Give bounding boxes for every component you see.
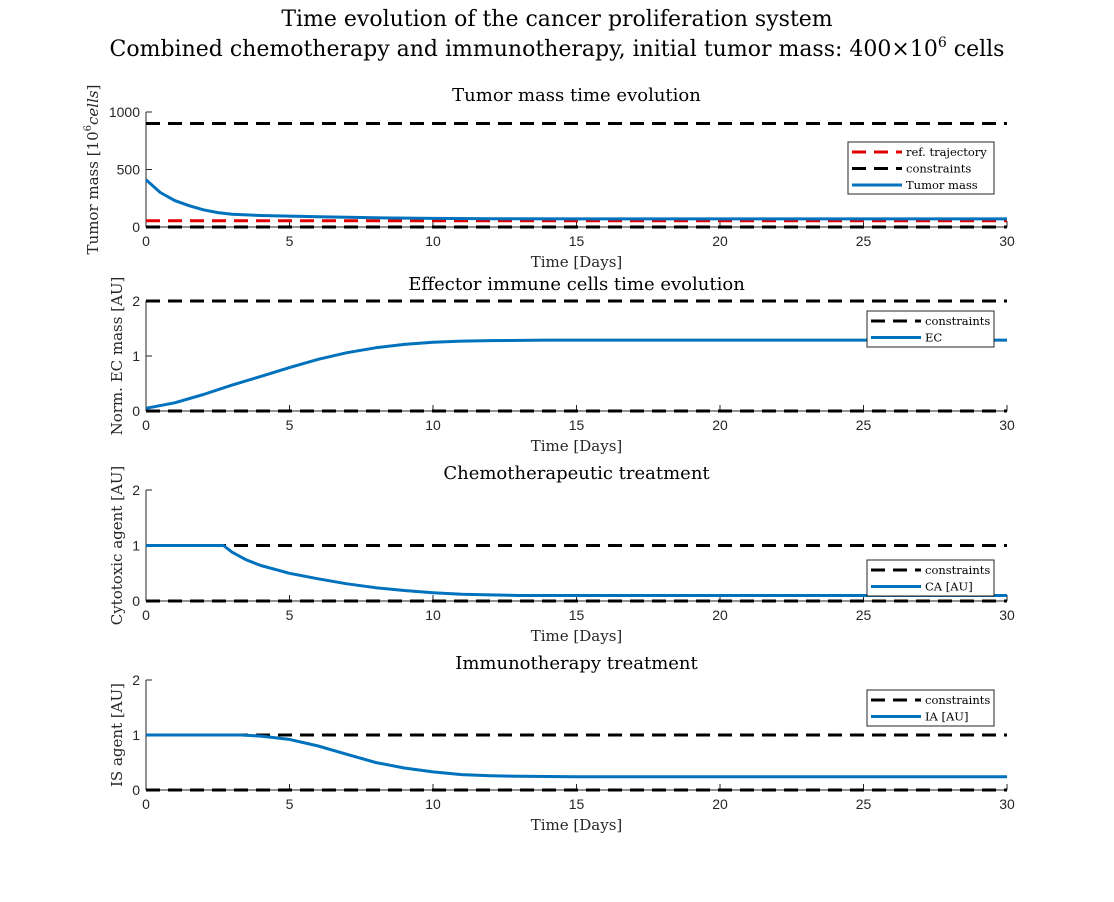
x-tick-label: 10	[425, 233, 441, 249]
y-axis-label: Tumor mass [106cells]	[83, 85, 102, 255]
x-tick-label: 25	[856, 417, 872, 433]
x-tick-label: 30	[999, 233, 1015, 249]
x-tick-label: 5	[286, 796, 294, 812]
x-axis-label: Time [Days]	[531, 253, 623, 271]
subplot-title: Tumor mass time evolution	[452, 85, 701, 106]
x-tick-label: 20	[712, 417, 728, 433]
y-tick-label: 2	[132, 672, 140, 688]
y-axis-label-suffix: ]	[84, 85, 102, 91]
legend-entry-label: EC	[925, 331, 942, 345]
y-tick-label: 1	[132, 727, 140, 743]
legend-entry-label: Tumor mass	[906, 178, 978, 192]
y-axis-label-italic: cells	[84, 90, 102, 125]
x-tick-label: 20	[712, 796, 728, 812]
legend: constraints CA [AU]	[866, 559, 995, 597]
y-tick-label: 0	[132, 782, 140, 798]
x-tick-label: 20	[712, 607, 728, 623]
x-tick-label: 10	[425, 607, 441, 623]
x-tick-label: 0	[142, 796, 150, 812]
series-line-2	[146, 733, 1007, 779]
legend: constraints IA [AU]	[866, 689, 995, 727]
series-line-2	[146, 544, 1007, 597]
y-axis-label-prefix: Tumor mass [10	[84, 131, 102, 254]
subplot-3: Chemotherapeutic treatment 0 5 10 15 20 25 30 0 1…	[108, 463, 1015, 645]
x-tick-label: 0	[142, 607, 150, 623]
legend-box	[866, 310, 995, 348]
subplot-1: Tumor mass time evolution 0 5 10 15 20 25 30 0 50…	[83, 85, 1015, 271]
x-tick-label: 25	[856, 607, 872, 623]
x-tick-label: 25	[856, 796, 872, 812]
x-tick-label: 0	[142, 417, 150, 433]
legend-entry-label: IA [AU]	[925, 710, 968, 724]
y-axis-label: Cytotoxic agent [AU]	[108, 466, 126, 626]
subplot-4: Immunotherapy treatment 0 5 10 15 20 25 30 0 1 2 Ti…	[108, 653, 1015, 834]
x-tick-label: 5	[286, 607, 294, 623]
x-tick-label: 0	[142, 233, 150, 249]
x-tick-label: 5	[286, 233, 294, 249]
y-tick-label: 0	[132, 219, 140, 235]
y-axis-label: IS agent [AU]	[108, 683, 126, 787]
x-tick-label: 20	[712, 233, 728, 249]
y-tick-label: 1000	[109, 104, 140, 120]
x-tick-label: 25	[856, 233, 872, 249]
x-axis-label: Time [Days]	[531, 627, 623, 645]
legend-entry-label: constraints	[925, 314, 990, 328]
subplot-title: Effector immune cells time evolution	[408, 274, 745, 295]
legend: ref. trajectory constraints Tumor mass	[847, 141, 995, 195]
figure-title-line1: Time evolution of the cancer proliferati…	[281, 7, 832, 32]
subplot-title: Immunotherapy treatment	[455, 653, 698, 674]
x-tick-label: 15	[569, 417, 585, 433]
x-tick-label: 10	[425, 417, 441, 433]
figure-title-line2-sup: 6	[938, 35, 947, 51]
figure-title-line2: Combined chemotherapy and immunotherapy,…	[110, 35, 1005, 62]
legend-entry-label: constraints	[906, 162, 971, 176]
y-tick-label: 1	[132, 538, 140, 554]
legend: constraints EC	[866, 310, 995, 348]
subplot-title: Chemotherapeutic treatment	[443, 463, 710, 484]
legend-entry-label: ref. trajectory	[906, 145, 987, 159]
figure-title-line2-suffix: cells	[947, 37, 1005, 62]
y-tick-label: 500	[117, 162, 141, 178]
series-line-2	[145, 338, 1007, 410]
y-tick-label: 0	[132, 403, 140, 419]
series-line-3	[145, 178, 1007, 221]
x-axis-label: Time [Days]	[531, 816, 623, 834]
y-axis-label-sup: 6	[83, 125, 94, 131]
figure-title-line2-prefix: Combined chemotherapy and immunotherapy,…	[110, 37, 938, 62]
x-tick-label: 30	[999, 417, 1015, 433]
x-axis-label: Time [Days]	[531, 437, 623, 455]
legend-box	[866, 559, 995, 597]
x-tick-label: 10	[425, 796, 441, 812]
legend-entry-label: CA [AU]	[925, 580, 973, 594]
x-tick-label: 15	[569, 233, 585, 249]
y-tick-label: 0	[132, 593, 140, 609]
x-tick-label: 5	[286, 417, 294, 433]
y-tick-label: 2	[132, 293, 140, 309]
y-axis-label: Norm. EC mass [AU]	[108, 277, 126, 436]
x-tick-label: 30	[999, 796, 1015, 812]
legend-entry-label: constraints	[925, 563, 990, 577]
x-tick-label: 30	[999, 607, 1015, 623]
y-tick-label: 1	[132, 348, 140, 364]
legend-entry-label: constraints	[925, 693, 990, 707]
x-tick-label: 15	[569, 607, 585, 623]
legend-box	[847, 141, 995, 195]
x-tick-label: 15	[569, 796, 585, 812]
y-tick-label: 2	[132, 482, 140, 498]
legend-box	[866, 689, 995, 727]
